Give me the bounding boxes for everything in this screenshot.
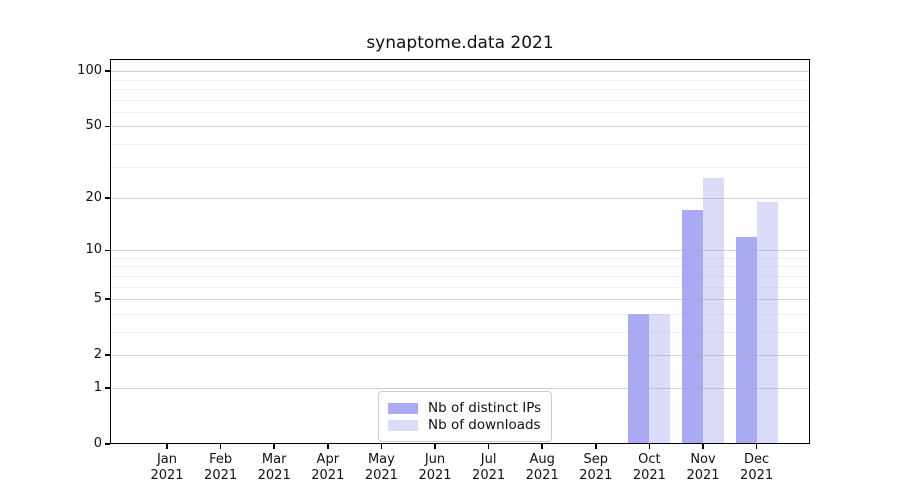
y-tick-label-1: 1 xyxy=(93,379,102,395)
major-gridline-50 xyxy=(110,126,810,128)
y-tick-mark-100 xyxy=(105,70,110,72)
x-tick-month: Aug xyxy=(529,452,555,467)
minor-gridline-8 xyxy=(110,266,810,268)
x-tick-year: 2021 xyxy=(204,467,238,483)
major-gridline-5 xyxy=(110,299,810,301)
x-tick-label-jun: Jun 2021 xyxy=(403,452,467,483)
legend-label: Nb of downloads xyxy=(428,417,541,433)
x-tick-month: Jan xyxy=(156,452,178,467)
x-tick-label-jul: Jul 2021 xyxy=(457,452,521,483)
x-tick-label-may: May 2021 xyxy=(349,452,413,483)
x-tick-month: Dec xyxy=(744,452,770,467)
x-tick-month: May xyxy=(367,452,395,467)
bar-downloads-dec xyxy=(756,201,778,444)
x-tick-label-aug: Aug 2021 xyxy=(510,452,574,483)
y-tick-label-20: 20 xyxy=(85,190,102,205)
y-tick-label-0: 0 xyxy=(93,436,102,451)
y-tick-mark-0 xyxy=(105,443,110,445)
x-tick-label-oct: Oct 2021 xyxy=(617,452,681,483)
y-tick-label-2: 2 xyxy=(93,347,102,363)
x-tick-month: Nov xyxy=(690,452,716,467)
y-tick-mark-50 xyxy=(105,125,110,128)
x-tick-mark-nov xyxy=(702,444,704,449)
x-tick-label-dec: Dec 2021 xyxy=(725,452,789,483)
x-tick-label-jan: Jan 2021 xyxy=(135,452,199,483)
minor-gridline-6 xyxy=(110,286,810,288)
minor-gridline-3 xyxy=(110,331,810,333)
minor-gridline-9 xyxy=(110,257,810,259)
bar-distinct-ips-oct xyxy=(628,313,650,444)
y-tick-mark-1 xyxy=(105,387,110,389)
major-gridline-1 xyxy=(110,387,810,389)
y-tick-mark-20 xyxy=(105,197,110,199)
x-tick-year: 2021 xyxy=(579,467,613,483)
x-tick-label-feb: Feb 2021 xyxy=(189,452,253,483)
y-tick-label-50: 50 xyxy=(85,118,102,134)
x-tick-mark-aug xyxy=(541,444,543,449)
x-tick-mark-feb xyxy=(219,444,222,449)
legend-swatch-icon xyxy=(388,419,418,431)
x-tick-mark-jun xyxy=(434,444,436,449)
y-tick-label-100: 100 xyxy=(77,63,102,79)
x-tick-year: 2021 xyxy=(418,467,452,483)
x-tick-label-sep: Sep 2021 xyxy=(564,452,628,483)
major-gridline-10 xyxy=(110,250,810,252)
minor-gridline-40 xyxy=(110,143,810,145)
x-tick-label-nov: Nov 2021 xyxy=(671,452,735,483)
x-tick-month: Apr xyxy=(316,452,340,467)
major-gridline-20 xyxy=(110,198,810,199)
bar-downloads-oct xyxy=(649,313,671,444)
minor-gridline-70 xyxy=(110,99,810,101)
major-gridline-100 xyxy=(110,71,810,73)
x-tick-mark-jan xyxy=(166,444,168,449)
x-tick-month: Jun xyxy=(424,452,446,467)
y-tick-mark-2 xyxy=(105,354,110,356)
y-tick-mark-5 xyxy=(105,298,110,300)
x-tick-year: 2021 xyxy=(525,467,559,483)
minor-gridline-80 xyxy=(110,88,810,90)
minor-gridline-30 xyxy=(110,166,810,168)
x-tick-year: 2021 xyxy=(632,467,666,483)
chart-title: synaptome.data 2021 xyxy=(366,33,554,53)
legend-item-distinct-ips: Nb of distinct IPs xyxy=(388,400,541,416)
x-tick-year: 2021 xyxy=(311,467,345,483)
x-tick-mark-sep xyxy=(595,444,597,449)
y-tick-mark-10 xyxy=(105,249,110,251)
x-tick-month: Mar xyxy=(261,452,287,467)
y-tick-label-5: 5 xyxy=(93,291,102,307)
legend: Nb of distinct IPs Nb of downloads xyxy=(378,391,553,442)
minor-gridline-4 xyxy=(110,313,810,315)
x-tick-month: Jul xyxy=(480,452,497,467)
legend-item-downloads: Nb of downloads xyxy=(388,417,541,433)
x-tick-year: 2021 xyxy=(740,467,774,483)
legend-swatch-icon xyxy=(388,402,418,414)
y-tick-label-10: 10 xyxy=(85,242,102,258)
x-tick-month: Feb xyxy=(209,452,233,467)
x-tick-year: 2021 xyxy=(257,467,291,483)
minor-gridline-60 xyxy=(110,111,810,113)
x-tick-year: 2021 xyxy=(686,467,720,483)
minor-gridline-90 xyxy=(110,79,810,81)
x-tick-label-apr: Apr 2021 xyxy=(296,452,360,483)
x-tick-mark-may xyxy=(380,444,383,449)
x-tick-month: Oct xyxy=(638,452,661,467)
x-tick-mark-jul xyxy=(487,444,490,449)
legend-label: Nb of distinct IPs xyxy=(428,400,542,416)
bar-distinct-ips-dec xyxy=(735,236,757,444)
bar-distinct-ips-nov xyxy=(682,210,703,444)
x-tick-year: 2021 xyxy=(150,467,184,483)
x-tick-mark-dec xyxy=(755,444,758,449)
x-tick-year: 2021 xyxy=(472,467,506,483)
minor-gridline-7 xyxy=(110,275,810,277)
x-tick-month: Sep xyxy=(583,452,609,467)
x-tick-mark-mar xyxy=(273,444,275,449)
x-tick-mark-oct xyxy=(648,444,651,449)
major-gridline-2 xyxy=(110,355,810,357)
x-tick-year: 2021 xyxy=(364,467,398,483)
bar-downloads-nov xyxy=(703,177,724,444)
x-tick-label-mar: Mar 2021 xyxy=(242,452,306,483)
x-tick-mark-apr xyxy=(327,444,329,449)
